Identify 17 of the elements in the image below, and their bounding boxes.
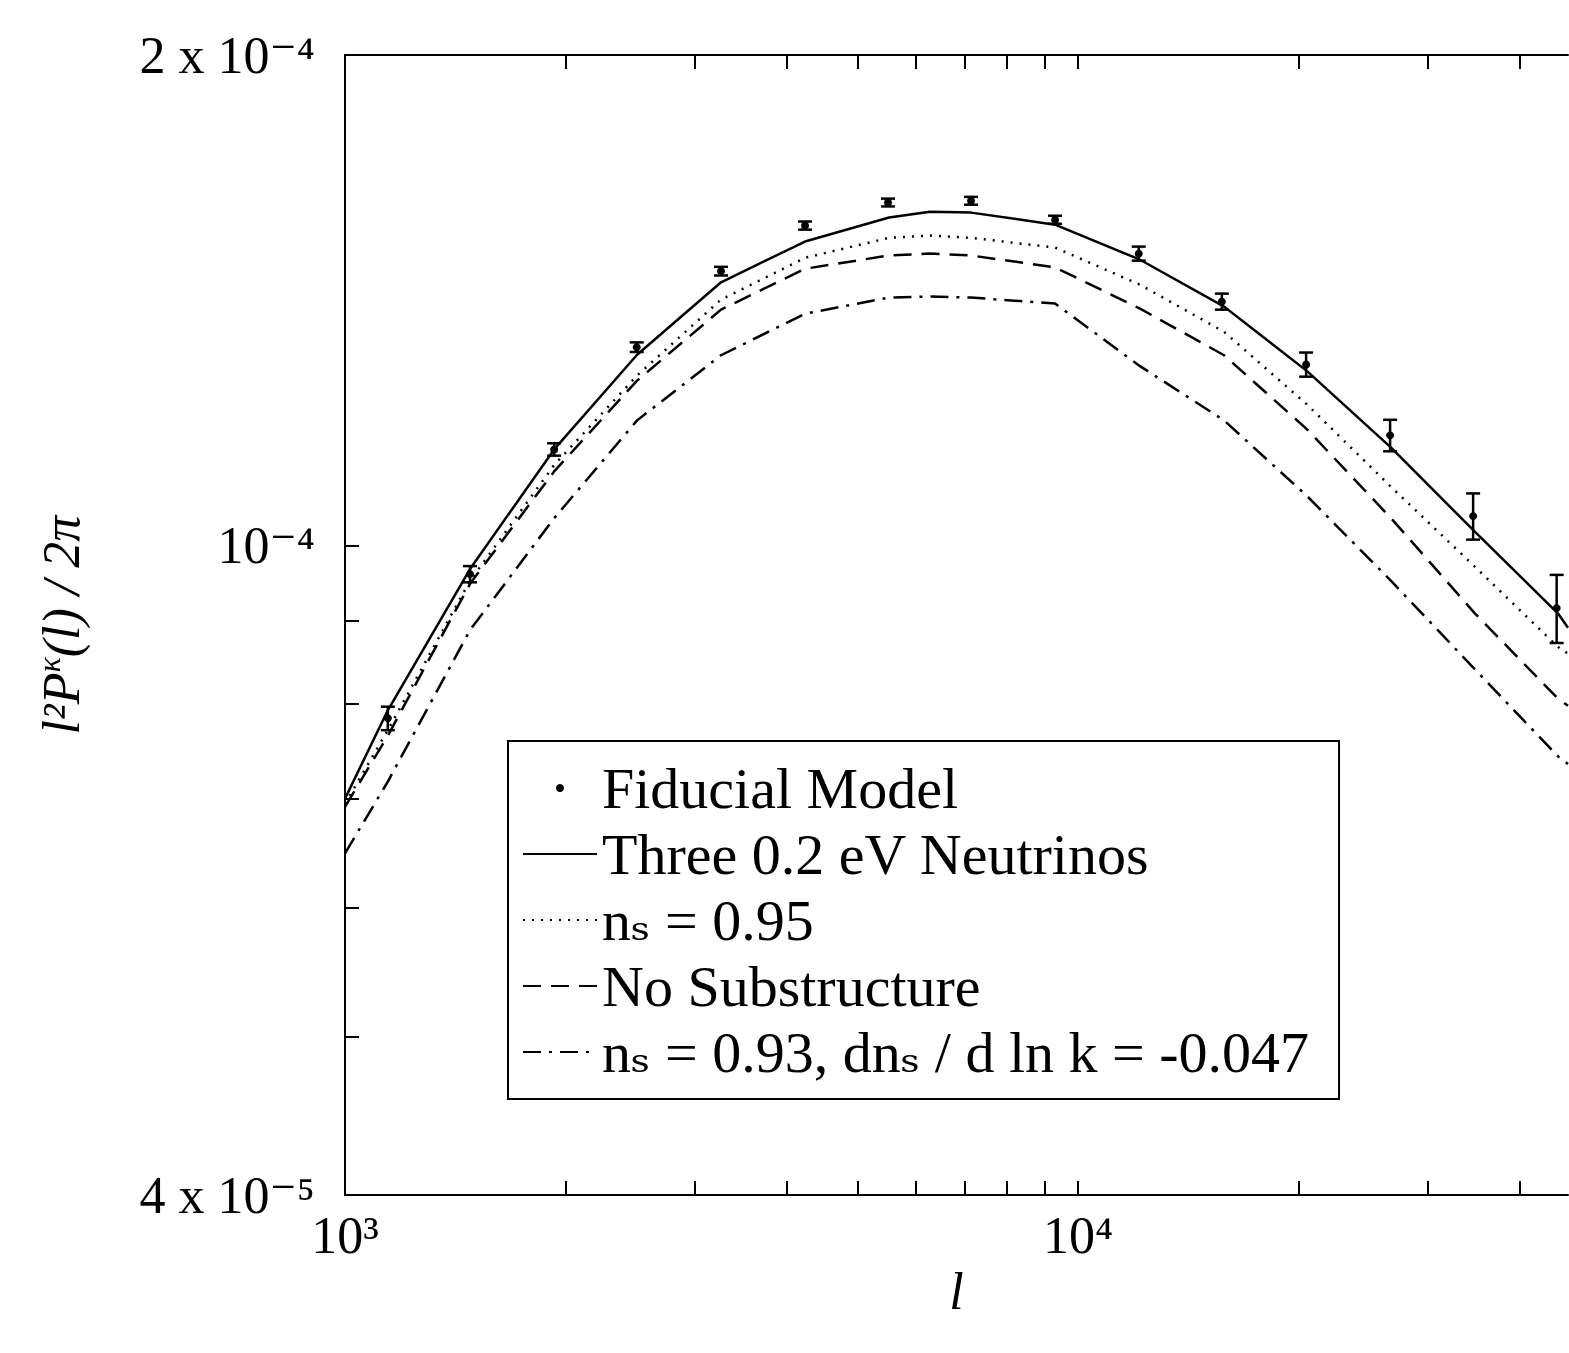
legend-label: Fiducial Model <box>602 755 959 821</box>
y-tick-label: 10⁻⁴ <box>217 517 315 575</box>
legend-label: nₛ = 0.93, dnₛ / d ln k = -0.047 <box>602 1019 1310 1085</box>
legend-label: Three 0.2 eV Neutrinos <box>602 821 1149 887</box>
point <box>1217 297 1226 306</box>
point <box>383 714 392 723</box>
x-tick-label: 10⁴ <box>1042 1206 1114 1264</box>
legend-label: nₛ = 0.95 <box>602 887 814 953</box>
y-tick-label: 2 x 10⁻⁴ <box>139 26 315 84</box>
point <box>466 570 475 579</box>
point <box>1386 431 1395 440</box>
point <box>1302 360 1311 369</box>
legend-label: No Substructure <box>602 953 981 1019</box>
x-axis-title: l <box>949 1263 964 1321</box>
point <box>1469 512 1478 521</box>
point <box>1552 604 1561 613</box>
y-axis-title: l²Pκ(l) / 2π <box>31 513 91 735</box>
